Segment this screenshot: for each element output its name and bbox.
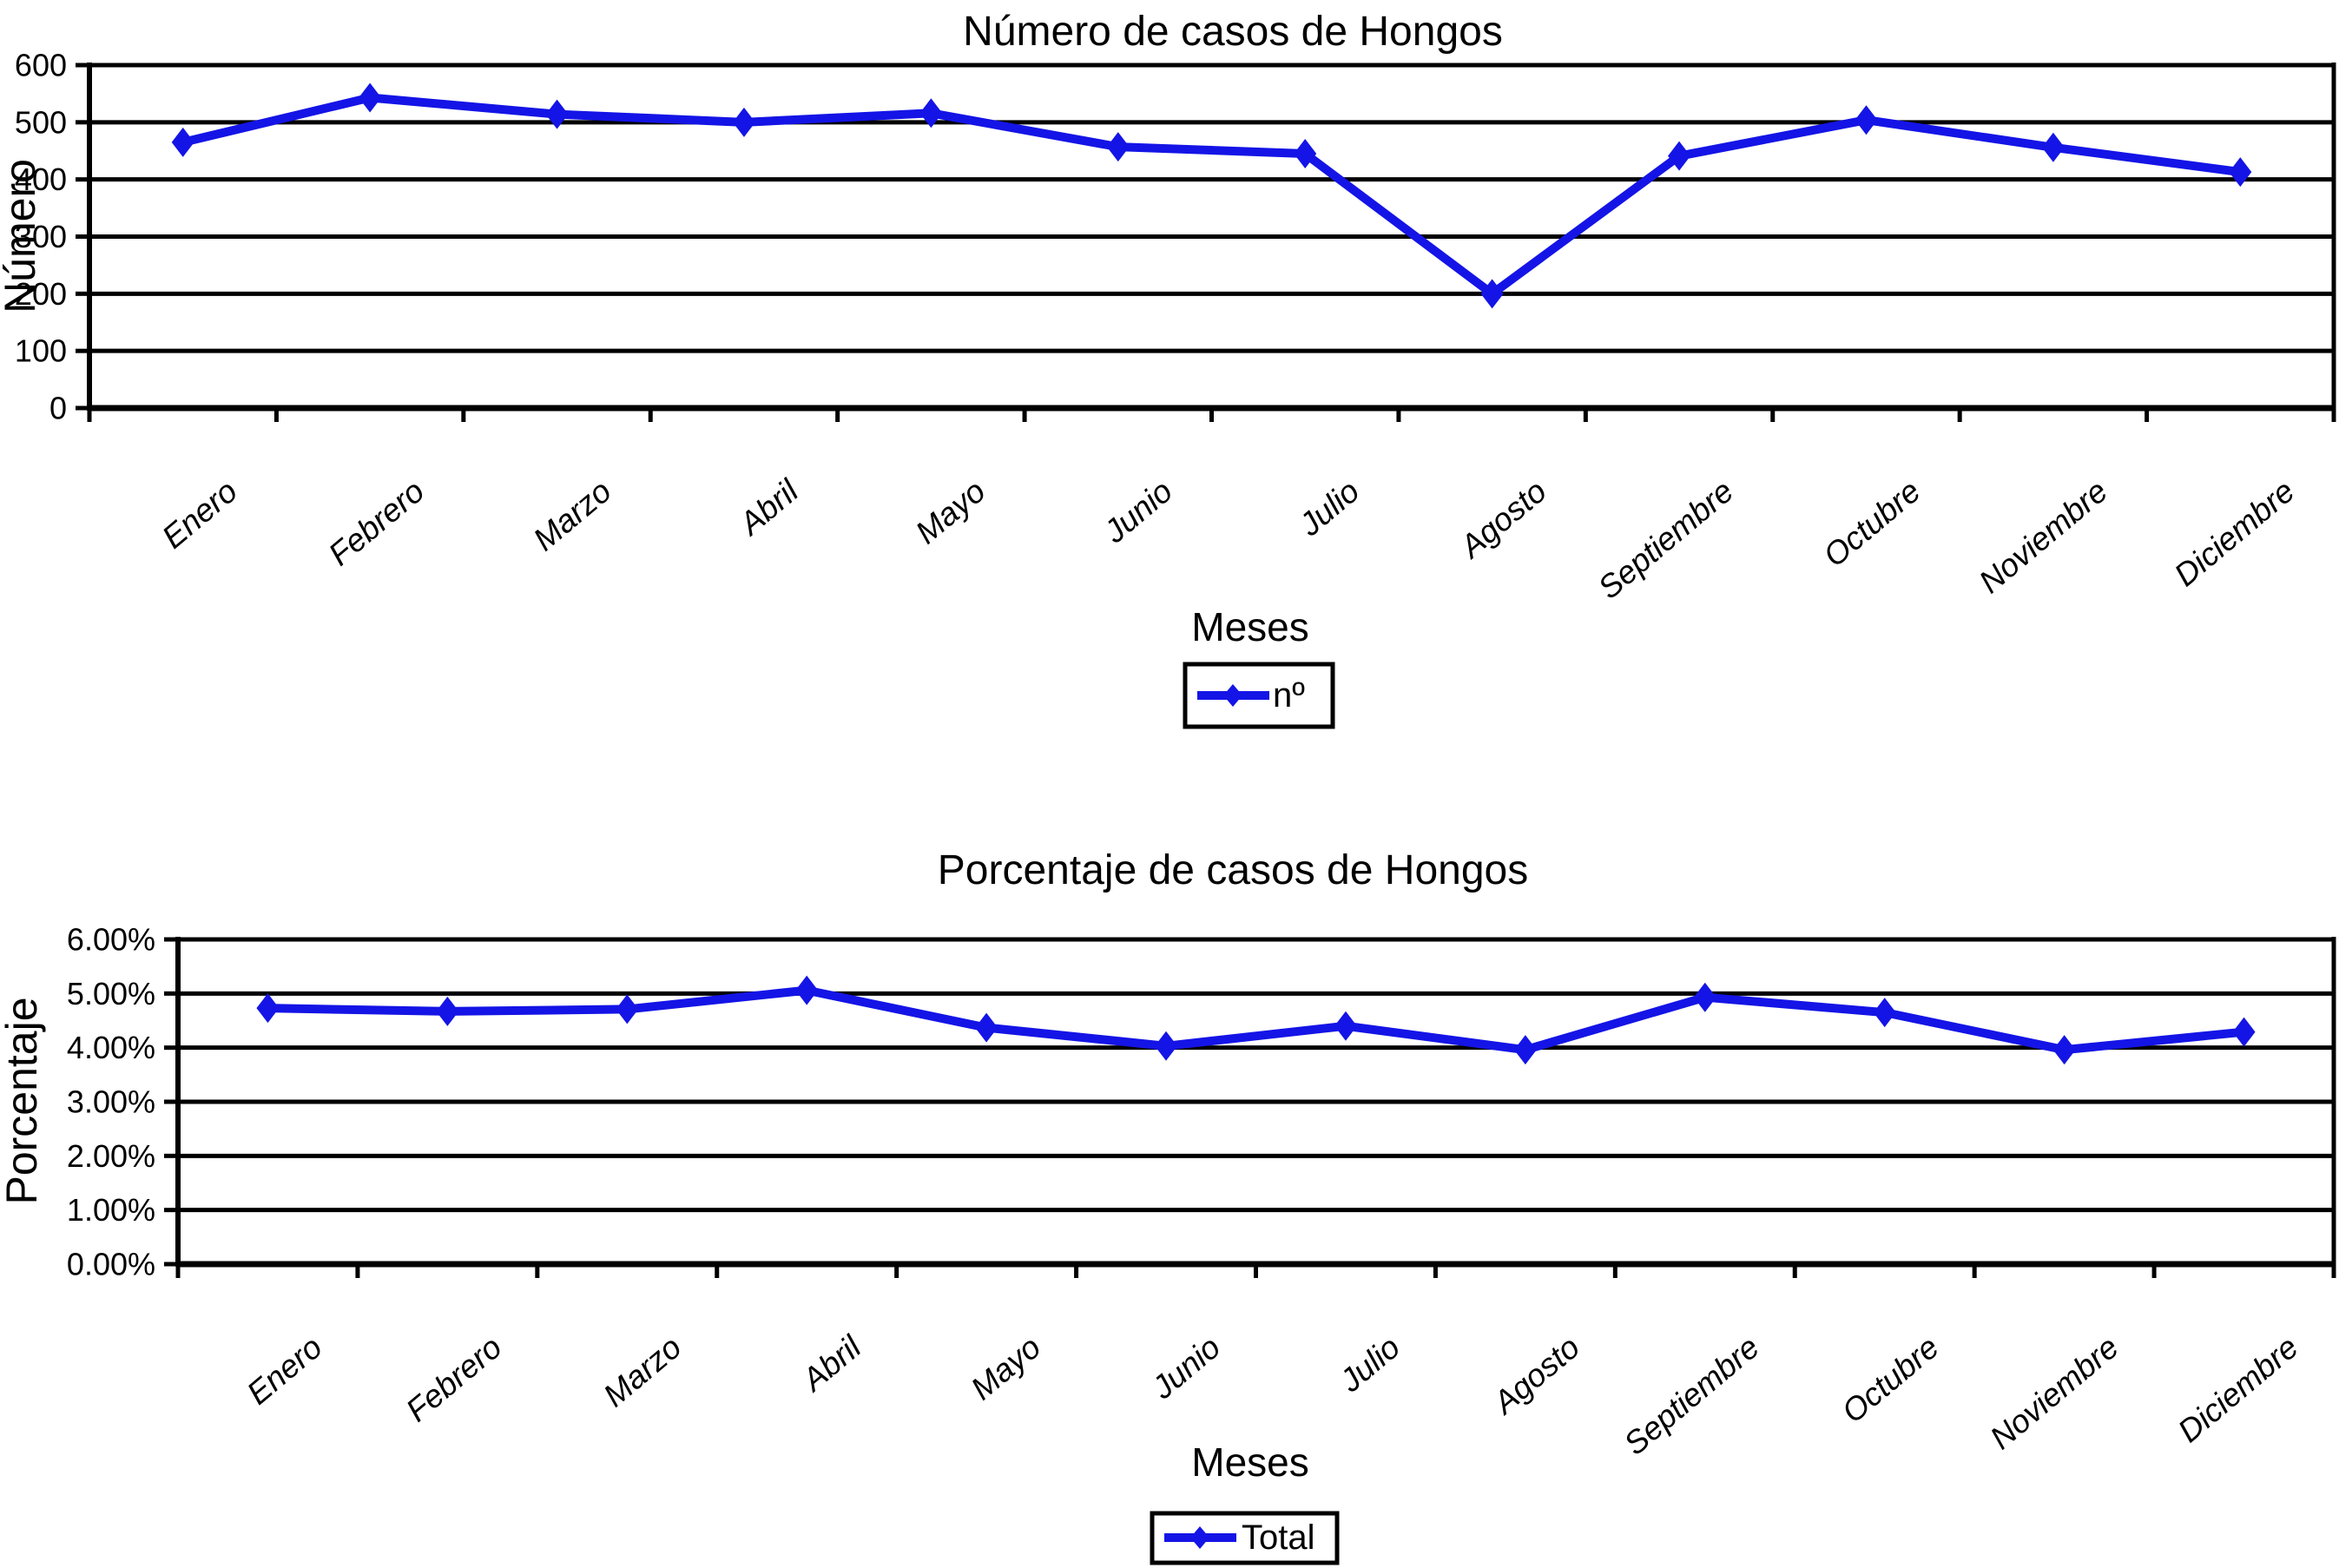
chart-porcentaje-de-casos: 6.00% 5.00% 4.00% 3.00% 2.00% 1.00% 0.00% Enero… (0, 847, 2336, 1565)
series-line (181, 93, 2241, 299)
data-point-marker (1334, 1011, 1357, 1041)
x-tick-label: Marzo (527, 473, 618, 557)
x-tick-label: Octubre (1835, 1329, 1946, 1430)
x-tick-label: Junio (1097, 473, 1179, 550)
legend: nº (1183, 662, 1335, 729)
x-tick-label: Julio (1333, 1329, 1407, 1400)
y-tick-label: 300 (15, 219, 67, 254)
data-point-marker (359, 82, 382, 113)
data-point-marker (1106, 132, 1130, 162)
data-point-marker (436, 996, 459, 1026)
x-tick-label: Enero (240, 1329, 329, 1412)
x-tick-label: Diciembre (2171, 1329, 2305, 1449)
x-tick-label: Mayo (965, 1329, 1048, 1407)
y-axis-title: Número (0, 159, 44, 313)
y-tick-label: 2.00% (67, 1138, 155, 1174)
chart-title: Porcentaje de casos de Hongos (938, 847, 1528, 893)
x-tick-label: Noviembre (1983, 1329, 2125, 1456)
x-tick-label: Abril (732, 472, 807, 543)
x-tick-label: Febrero (399, 1329, 509, 1429)
data-point-marker (256, 993, 280, 1024)
y-tick-label: 200 (15, 276, 67, 312)
series-line (267, 985, 2245, 1055)
x-tick-label: Agosto (1453, 473, 1553, 566)
chart-numero-de-casos: 600 500 400 300 200 100 0 Enero Febrero Marzo Abri… (0, 9, 2336, 729)
porcentaje-plot-area: 6.00% 5.00% 4.00% 3.00% 2.00% 1.00% 0.00% Enero… (67, 922, 2336, 1462)
y-tick-label: 6.00% (67, 922, 155, 958)
legend-label: nº (1273, 676, 1305, 715)
data-point-marker (732, 107, 755, 137)
data-point-marker (1668, 141, 1691, 171)
data-point-marker (919, 98, 943, 128)
data-point-marker (1513, 1035, 1537, 1065)
data-point-marker (2052, 1035, 2076, 1065)
x-tick-label: Junio (1144, 1329, 1227, 1407)
x-tick-label: Septiembre (1591, 473, 1740, 606)
x-tick-label: Octubre (1816, 473, 1927, 574)
data-point-marker (1294, 139, 1317, 169)
x-tick-label: Mayo (909, 473, 992, 551)
data-point-marker (2232, 1017, 2256, 1047)
x-tick-label: Marzo (596, 1329, 688, 1413)
x-axis-title: Meses (1191, 604, 1308, 649)
data-point-marker (545, 99, 569, 129)
y-tick-label: 4.00% (67, 1030, 155, 1065)
x-tick-label: Diciembre (2167, 473, 2301, 593)
legend-label: Total (1242, 1519, 1315, 1557)
legend: Total (1150, 1511, 1340, 1565)
y-tick-label: 0 (49, 391, 67, 426)
data-point-marker (171, 127, 194, 157)
x-tick-label: Agosto (1486, 1329, 1586, 1422)
y-tick-label: 1.00% (67, 1192, 155, 1228)
x-tick-label: Febrero (322, 473, 432, 573)
y-tick-label: 5.00% (67, 976, 155, 1011)
data-point-marker (795, 975, 819, 1005)
x-tick-label: Julio (1292, 473, 1366, 544)
x-tick-label: Septiembre (1618, 1329, 1766, 1462)
x-tick-label: Enero (155, 473, 244, 556)
x-axis-title: Meses (1191, 1440, 1308, 1485)
y-tick-label: 3.00% (67, 1084, 155, 1120)
y-tick-label: 500 (15, 104, 67, 140)
data-point-marker (616, 994, 639, 1024)
chart-title: Número de casos de Hongos (963, 9, 1503, 55)
legend-marker-diamond (1190, 1526, 1209, 1549)
data-point-marker (1155, 1031, 1178, 1061)
data-point-marker (1693, 982, 1716, 1012)
y-tick-label: 100 (15, 333, 67, 369)
y-tick-label: 400 (15, 161, 67, 197)
data-point-marker (2041, 132, 2065, 162)
y-tick-label: 600 (15, 48, 67, 83)
x-tick-label: Noviembre (1973, 473, 2114, 600)
data-point-marker (1855, 105, 1878, 135)
x-tick-label: Abril (794, 1328, 869, 1399)
data-point-marker (975, 1012, 998, 1043)
data-point-marker (1480, 279, 1504, 309)
data-point-marker (2229, 157, 2252, 188)
legend-marker-diamond (1223, 684, 1242, 707)
y-tick-label: 0.00% (67, 1247, 155, 1282)
numero-plot-area: 600 500 400 300 200 100 0 Enero Febrero Marzo Abri… (15, 48, 2336, 606)
data-point-marker (1873, 998, 1896, 1028)
y-axis-title: Porcentaje (0, 997, 46, 1204)
